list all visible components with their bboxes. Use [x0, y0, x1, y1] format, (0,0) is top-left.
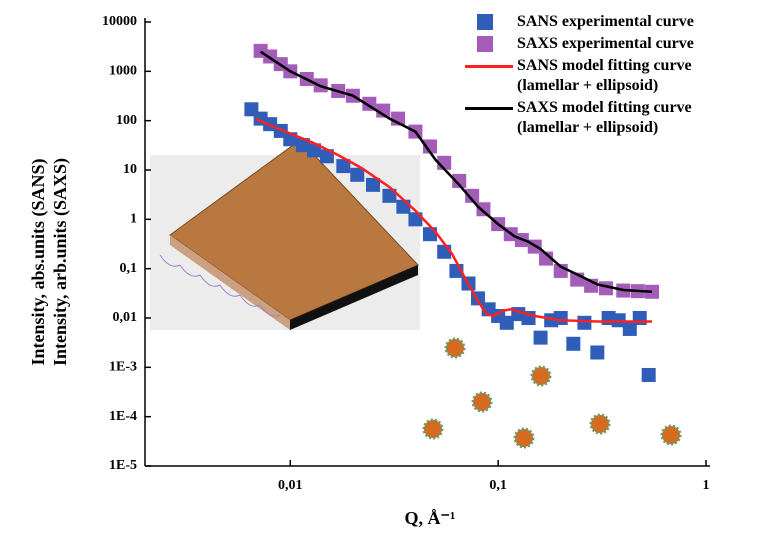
particle — [532, 367, 550, 385]
x-tick-label: 0,1 — [489, 478, 507, 493]
legend-label: SANS experimental curve — [517, 12, 747, 32]
particle — [424, 420, 442, 438]
x-tick-label: 1 — [703, 478, 710, 493]
legend-item: SAXS experimental curve — [465, 34, 765, 54]
y-tick-label: 10000 — [102, 14, 137, 29]
data-point — [396, 200, 410, 214]
legend-marker — [465, 107, 513, 110]
legend-marker — [477, 14, 493, 30]
x-axis-label: Q, Å⁻¹ — [405, 508, 456, 528]
legend-marker — [477, 36, 493, 52]
particles — [424, 339, 680, 447]
y-tick-label: 10 — [123, 162, 137, 177]
data-point — [566, 337, 580, 351]
y-axis-label: Intensity, arb.units (SAXS) — [50, 158, 71, 366]
legend-label: SANS model fitting curve (lamellar + ell… — [517, 56, 747, 96]
legend-item: SANS model fitting curve (lamellar + ell… — [465, 56, 765, 96]
particle — [662, 426, 680, 444]
y-tick-label: 1E-4 — [109, 409, 137, 424]
y-tick-label: 0,01 — [113, 310, 138, 325]
y-tick-label: 0,1 — [120, 261, 138, 276]
data-point — [534, 331, 548, 345]
y-tick-label: 1E-3 — [109, 360, 137, 375]
data-point — [423, 227, 437, 241]
data-point — [633, 311, 647, 325]
particle — [473, 393, 491, 411]
data-point — [577, 316, 591, 330]
inset — [150, 140, 420, 330]
legend-marker — [465, 65, 513, 68]
y-tick-label: 100 — [116, 113, 137, 128]
data-point — [590, 345, 604, 359]
particle — [515, 429, 533, 447]
data-point — [554, 311, 568, 325]
y-tick-label: 1000 — [109, 64, 137, 79]
particle — [591, 415, 609, 433]
legend-item: SANS experimental curve — [465, 12, 765, 32]
legend-label: SAXS experimental curve — [517, 34, 747, 54]
y-tick-label: 1 — [130, 212, 137, 227]
x-tick-label: 0,01 — [278, 478, 303, 493]
legend-swatch — [465, 34, 517, 54]
legend-swatch — [465, 98, 517, 118]
legend-swatch — [465, 56, 517, 76]
legend-swatch — [465, 12, 517, 32]
y-tick-label: 1E-5 — [109, 458, 137, 473]
data-point — [642, 368, 656, 382]
particle — [446, 339, 464, 357]
y-axis-label: Intensity, abs.units (SANS) — [28, 158, 49, 365]
legend-item: SAXS model fitting curve (lamellar + ell… — [465, 98, 765, 138]
page: 1E-5 1E-4 1E-3 0,01 0,1 1 10 100 1000 10000 0,01 0,… — [0, 0, 765, 531]
legend-label: SAXS model fitting curve (lamellar + ell… — [517, 98, 747, 138]
